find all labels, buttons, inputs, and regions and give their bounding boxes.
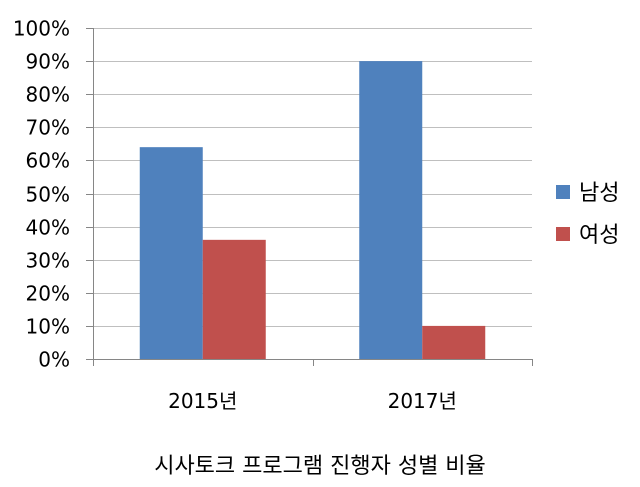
y-tick-labels: 0% 10% 20% 30% 40% 50% 60% 70% 80% 90% 100% <box>13 17 70 372</box>
y-tick-label: 0% <box>38 348 70 372</box>
bars <box>139 61 486 359</box>
bar-chart: 0%10%20%30%40%50%60%70%80%90%100% 2015년 2… <box>13 17 620 414</box>
y-tick-label: 50% <box>26 183 70 207</box>
y-tick-label: 10% <box>26 315 70 339</box>
legend-swatch-여성 <box>556 227 570 241</box>
legend-label-여성: 여성 <box>579 223 619 248</box>
bar-남성-2015년 <box>139 147 203 359</box>
axes <box>86 28 533 366</box>
legend-label-남성: 남성 <box>579 181 619 206</box>
legend-swatch-남성 <box>556 185 570 199</box>
y-tick-label: 100% <box>13 17 70 41</box>
y-tick-label: 70% <box>26 116 70 140</box>
y-tick-label: 90% <box>26 50 70 74</box>
x-tick-label: 2017년 <box>388 389 457 413</box>
y-tick-label: 40% <box>26 216 70 240</box>
x-tick-label: 2015년 <box>168 389 237 413</box>
x-tick-labels: 2015년 2017년 <box>168 389 457 413</box>
y-tick-label: 30% <box>26 249 70 273</box>
bar-여성-2015년 <box>202 239 266 359</box>
bar-여성-2017년 <box>422 325 486 359</box>
y-tick-label: 80% <box>26 83 70 107</box>
y-tick-label: 60% <box>26 149 70 173</box>
chart-caption: 시사토크 프로그램 진행자 성별 비율 <box>154 454 486 479</box>
bar-남성-2017년 <box>359 61 423 359</box>
y-tick-label: 20% <box>26 282 70 306</box>
